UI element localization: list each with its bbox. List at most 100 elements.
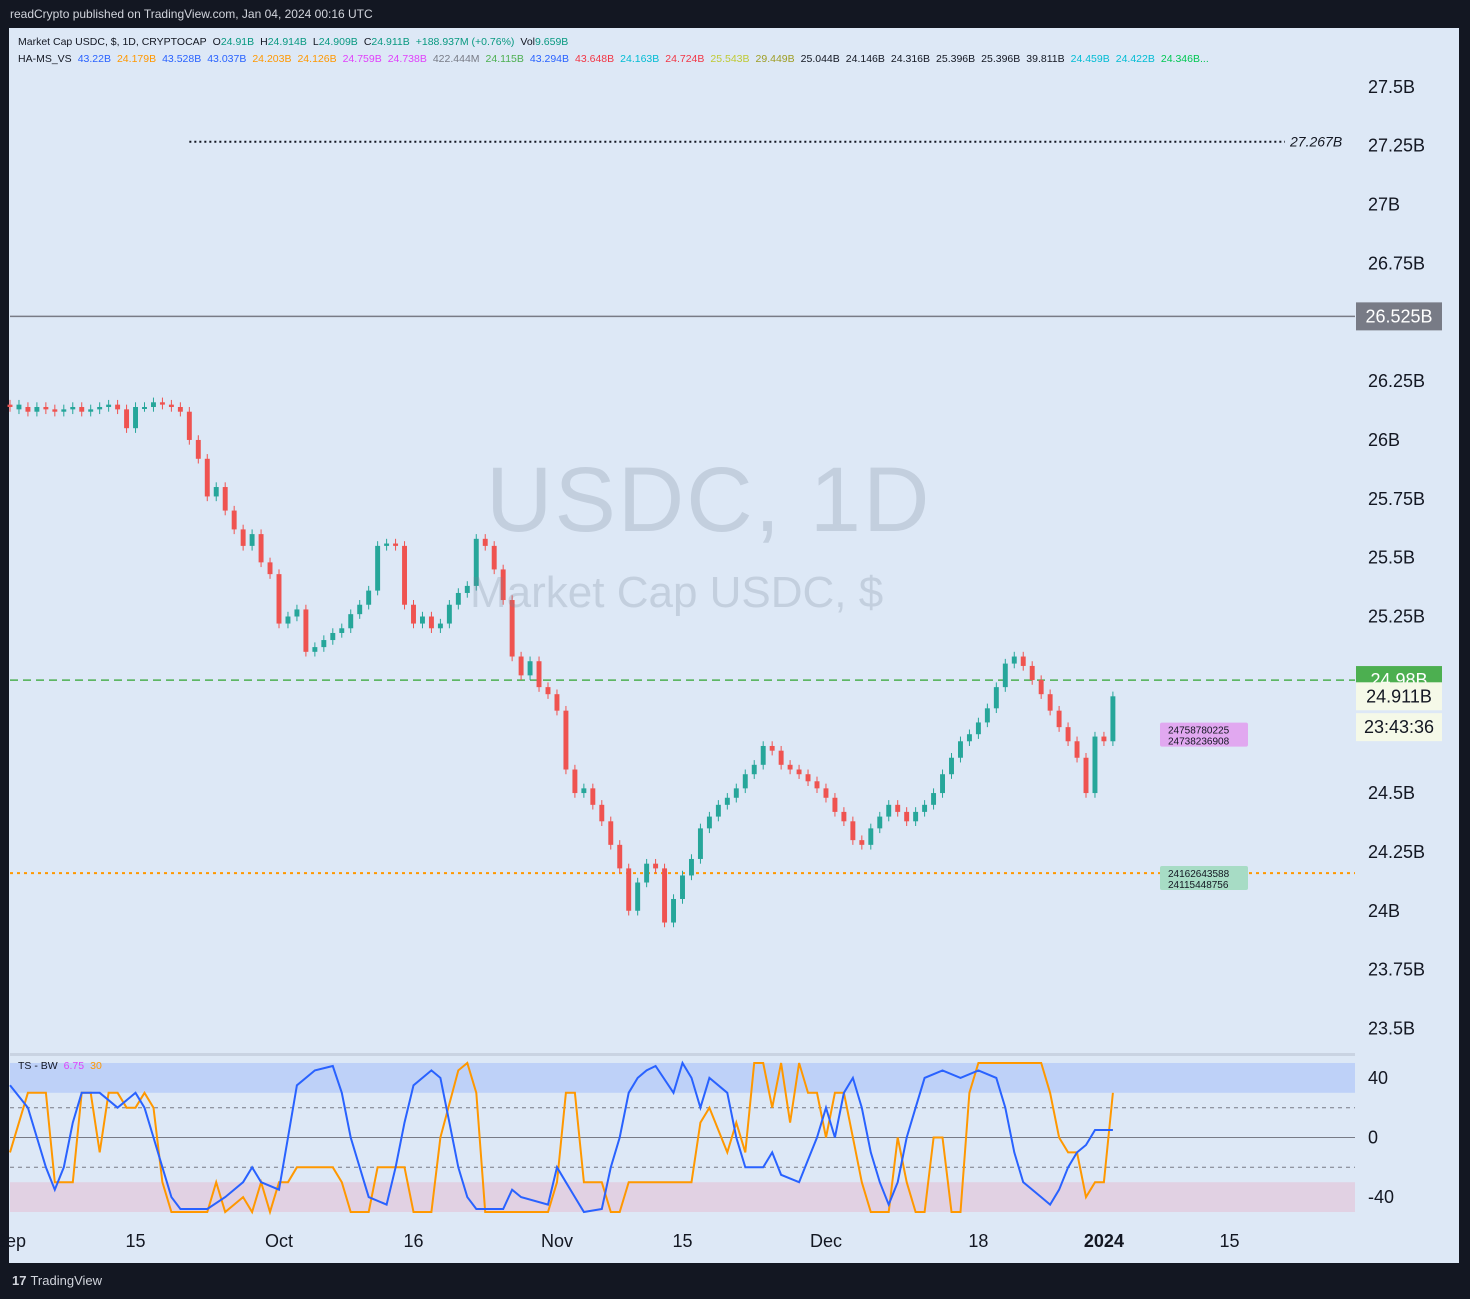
candle-body[interactable] [1110, 696, 1116, 742]
candle-body[interactable] [79, 406, 85, 412]
candle-body[interactable] [1083, 757, 1089, 794]
candle-body[interactable] [375, 545, 381, 591]
candle-body[interactable] [877, 816, 883, 829]
candle-body[interactable] [1065, 727, 1071, 742]
candle-body[interactable] [922, 804, 928, 812]
candle-body[interactable] [984, 708, 990, 723]
candle-body[interactable] [715, 804, 721, 817]
candle-body[interactable] [913, 811, 919, 822]
candle-body[interactable] [482, 538, 488, 546]
candle-body[interactable] [859, 840, 865, 845]
candle-body[interactable] [16, 404, 22, 410]
candle-body[interactable] [34, 406, 40, 412]
candle-body[interactable] [581, 788, 587, 794]
candle-body[interactable] [249, 534, 255, 546]
oscillator-legend[interactable]: TS - BW 6.75 30 [18, 1060, 108, 1072]
candle-body[interactable] [330, 632, 336, 641]
candle-body[interactable] [339, 628, 345, 633]
candle-body[interactable] [975, 722, 981, 735]
candle-body[interactable] [1101, 736, 1107, 742]
candle-body[interactable] [850, 821, 856, 841]
candle-body[interactable] [267, 562, 273, 575]
candle-body[interactable] [159, 402, 165, 405]
candle-body[interactable] [733, 788, 739, 798]
oscillator-series-line[interactable] [9, 1060, 1113, 1214]
candle-body[interactable] [186, 411, 192, 440]
candle-body[interactable] [958, 741, 963, 758]
candle-body[interactable] [841, 811, 847, 822]
candle-body[interactable] [689, 858, 694, 876]
candle-body[interactable] [1002, 663, 1008, 688]
candle-body[interactable] [509, 600, 515, 657]
candle-body[interactable] [500, 569, 506, 601]
candle-body[interactable] [276, 574, 282, 624]
candle-body[interactable] [1056, 710, 1062, 728]
candle-body[interactable] [142, 406, 147, 409]
candle-body[interactable] [572, 769, 578, 794]
candle-body[interactable] [617, 844, 623, 869]
candle-body[interactable] [554, 694, 560, 711]
candle-body[interactable] [814, 781, 820, 789]
candle-body[interactable] [240, 529, 246, 546]
candle-body[interactable] [43, 406, 49, 410]
candle-body[interactable] [949, 757, 954, 775]
oscillator-series-line[interactable] [9, 1061, 1114, 1216]
candle-body[interactable] [61, 409, 67, 412]
candle-body[interactable] [518, 656, 524, 676]
candle-body[interactable] [366, 590, 372, 605]
candle-body[interactable] [303, 609, 309, 652]
candle-body[interactable] [473, 538, 479, 586]
candle-body[interactable] [868, 828, 874, 845]
candle-body[interactable] [348, 614, 354, 629]
candle-body[interactable] [411, 604, 416, 624]
candle-body[interactable] [402, 545, 407, 605]
candle-body[interactable] [644, 863, 650, 883]
candle-body[interactable] [420, 616, 425, 624]
legend-title[interactable]: Market Cap USDC, $, 1D, CRYPTOCAP [18, 36, 207, 48]
candle-body[interactable] [706, 816, 712, 829]
candle-body[interactable] [805, 774, 811, 782]
candle-body[interactable] [778, 750, 784, 765]
candle-body[interactable] [1029, 665, 1035, 681]
tradingview-logo[interactable]: 17 TradingView [12, 1273, 102, 1288]
candle-body[interactable] [321, 640, 327, 648]
candle-body[interactable] [88, 409, 94, 412]
candle-body[interactable] [697, 828, 703, 859]
candle-body[interactable] [608, 821, 614, 845]
candle-body[interactable] [428, 616, 434, 629]
candle-body[interactable] [168, 404, 174, 407]
indicator-legend[interactable]: HA-MS_VS 43.22B 24.179B 43.528B 43.037B 24.20… [18, 53, 1215, 65]
candle-body[interactable] [1020, 656, 1026, 666]
candle-body[interactable] [724, 797, 730, 805]
candle-body[interactable] [384, 543, 390, 546]
candle-body[interactable] [823, 788, 829, 798]
candle-body[interactable] [222, 487, 228, 511]
candle-body[interactable] [133, 406, 138, 429]
candle-body[interactable] [70, 406, 76, 410]
candle-body[interactable] [527, 661, 533, 676]
candle-body[interactable] [635, 882, 641, 911]
candle-body[interactable] [115, 404, 121, 410]
candle-body[interactable] [787, 764, 793, 770]
candle-body[interactable] [590, 788, 596, 805]
candle-body[interactable] [796, 769, 802, 775]
candle-body[interactable] [446, 604, 452, 624]
chart-frame[interactable] [9, 28, 1459, 1263]
candle-body[interactable] [895, 804, 901, 812]
candle-body[interactable] [1047, 694, 1053, 711]
candle-body[interactable] [1092, 736, 1098, 794]
candle-body[interactable] [231, 510, 237, 530]
candle-body[interactable] [124, 409, 130, 429]
candle-body[interactable] [437, 623, 443, 629]
candle-body[interactable] [832, 797, 838, 812]
candle-body[interactable] [1011, 656, 1017, 664]
candle-body[interactable] [536, 661, 542, 688]
candle-body[interactable] [464, 585, 470, 593]
candle-body[interactable] [671, 898, 676, 923]
candle-body[interactable] [931, 793, 937, 805]
candle-body[interactable] [204, 458, 210, 497]
candle-body[interactable] [1074, 741, 1080, 758]
candle-body[interactable] [563, 710, 569, 770]
candle-body[interactable] [106, 404, 112, 407]
